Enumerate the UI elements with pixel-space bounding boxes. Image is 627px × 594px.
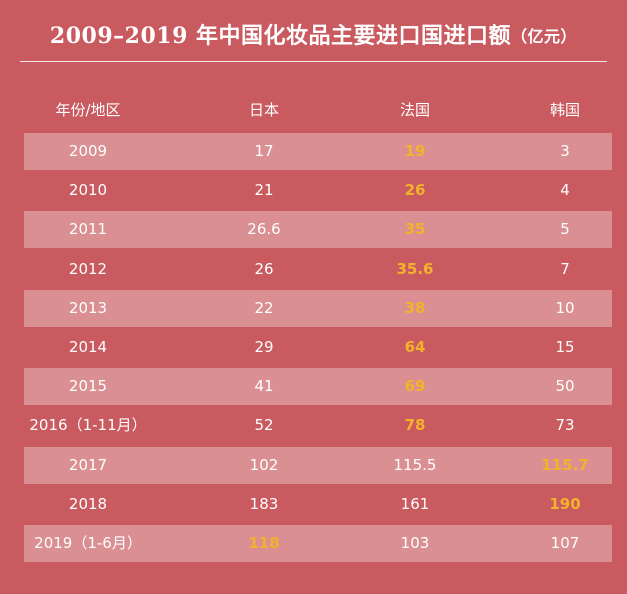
table-cell-0: 2017 (68, 456, 108, 474)
table-cell-1: 17 (254, 142, 274, 160)
table-cell-3: 15 (555, 338, 575, 356)
table-row: 2014 29 64 15 (24, 329, 612, 366)
table-cell-2: 103 (400, 534, 430, 552)
table-cell-2: 38 (404, 299, 426, 317)
table-header-row: 年份/地区 日本 法国 韩国 (24, 92, 612, 129)
table-row: 2018 183 161 190 (24, 486, 612, 523)
table-cell-3: 4 (560, 181, 570, 199)
table-cell-1: 102 (249, 456, 279, 474)
column-header-2: 法国 (399, 101, 430, 119)
table-cell-0: 2013 (68, 299, 108, 317)
chart-title: 2009–2019 年中国化妆品主要进口国进口额（亿元） (0, 18, 627, 50)
table-cell-3: 73 (555, 416, 575, 434)
column-header-0: 年份/地区 (55, 101, 121, 119)
table-cell-2: 78 (404, 416, 426, 434)
table-cell-0: 2011 (68, 220, 108, 238)
table-cell-1: 118 (248, 534, 280, 552)
table-cell-1: 52 (254, 416, 274, 434)
table-cell-0: 2015 (68, 377, 108, 395)
table-cell-3: 10 (555, 299, 575, 317)
table-cell-2: 35 (404, 220, 426, 238)
table-cell-3: 190 (549, 495, 581, 513)
table-row: 2012 26 35.6 7 (24, 251, 612, 288)
table-cell-2: 161 (400, 495, 430, 513)
table-cell-2: 64 (404, 338, 426, 356)
table-cell-1: 26 (254, 260, 274, 278)
table-cell-0: 2014 (68, 338, 108, 356)
table-cell-3: 7 (560, 260, 570, 278)
table-cell-2: 35.6 (396, 260, 434, 278)
table-cell-0: 2018 (68, 495, 108, 513)
chart-title-unit: （亿元） (511, 27, 578, 46)
table-cell-3: 115.7 (541, 456, 589, 474)
table-cell-1: 26.6 (247, 220, 281, 238)
table-cell-3: 50 (555, 377, 575, 395)
table-cell-1: 183 (249, 495, 279, 513)
table-row: 2010 21 26 4 (24, 172, 612, 209)
table-cell-0: 2019（1-6月） (34, 534, 142, 552)
table-row: 2013 22 38 10 (24, 290, 612, 327)
table-cell-3: 107 (550, 534, 580, 552)
table-cell-1: 22 (254, 299, 274, 317)
column-header-1: 日本 (248, 101, 279, 119)
table-cell-0: 2009 (68, 142, 108, 160)
table-cell-2: 115.5 (393, 456, 437, 474)
table-cell-0: 2016（1-11月） (29, 416, 147, 434)
chart-title-main: 2009–2019 年中国化妆品主要进口国进口额 (49, 23, 512, 49)
table-row: 2017 102 115.5 115.7 (24, 447, 612, 484)
table-row: 2015 41 69 50 (24, 368, 612, 405)
table-cell-2: 26 (404, 181, 426, 199)
title-divider (20, 61, 607, 62)
table-row: 2016（1-11月） 52 78 73 (24, 407, 612, 444)
table-cell-1: 21 (254, 181, 274, 199)
column-header-3: 韩国 (549, 101, 580, 119)
table-cell-0: 2010 (68, 181, 108, 199)
table-cell-1: 41 (254, 377, 274, 395)
table-cell-2: 19 (404, 142, 426, 160)
table-row: 2011 26.6 35 5 (24, 211, 612, 248)
table-cell-3: 3 (560, 142, 570, 160)
table-cell-2: 69 (404, 377, 426, 395)
table-row: 2019（1-6月） 118 103 107 (24, 525, 612, 562)
table-row: 2009 17 19 3 (24, 133, 612, 170)
table-cell-1: 29 (254, 338, 274, 356)
table-cell-3: 5 (560, 220, 570, 238)
table-cell-0: 2012 (68, 260, 108, 278)
